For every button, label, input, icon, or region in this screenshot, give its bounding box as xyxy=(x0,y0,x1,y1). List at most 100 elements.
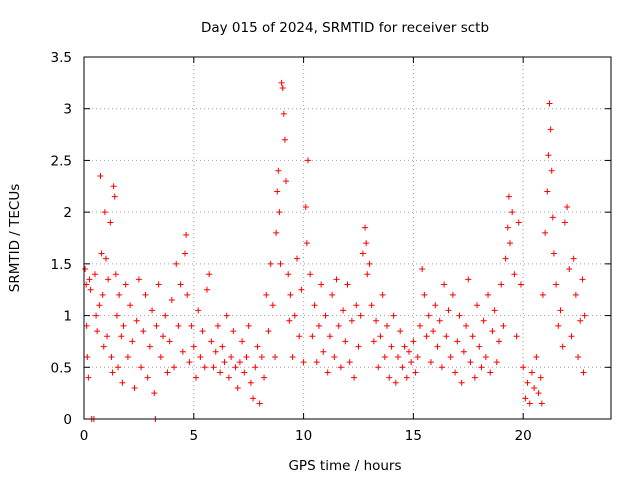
data-point xyxy=(101,209,108,216)
data-point xyxy=(124,353,131,360)
y-tick-label: 1.5 xyxy=(51,257,72,273)
y-tick-label: 3 xyxy=(63,102,72,118)
data-point xyxy=(419,266,426,273)
data-point xyxy=(384,322,391,329)
data-point xyxy=(300,359,307,366)
data-point xyxy=(157,353,164,360)
data-point xyxy=(333,276,340,283)
data-point xyxy=(131,384,138,391)
data-point xyxy=(109,369,116,376)
data-point xyxy=(524,379,531,386)
data-point xyxy=(561,219,568,226)
data-point xyxy=(96,302,103,309)
data-point xyxy=(122,281,129,288)
chart-title: Day 015 of 2024, SRMTID for receiver sct… xyxy=(201,20,489,36)
data-point xyxy=(84,353,91,360)
data-point xyxy=(485,291,492,298)
data-point xyxy=(272,353,279,360)
data-point xyxy=(86,276,93,283)
data-point xyxy=(506,240,513,247)
data-point xyxy=(434,343,441,350)
data-point xyxy=(149,307,156,314)
data-point xyxy=(401,343,408,350)
y-tick-label: 2 xyxy=(63,205,72,221)
y-tick-label: 0 xyxy=(63,412,72,428)
data-point xyxy=(256,400,263,407)
data-point xyxy=(566,266,573,273)
data-point xyxy=(303,240,310,247)
data-point xyxy=(221,359,228,366)
x-tick-label: 5 xyxy=(189,428,198,444)
data-point xyxy=(348,317,355,324)
data-point xyxy=(405,348,412,355)
data-point xyxy=(445,307,452,314)
x-axis-label: GPS time / hours xyxy=(288,458,401,474)
data-point xyxy=(502,255,509,262)
y-tick-label: 0.5 xyxy=(51,360,72,376)
data-point xyxy=(324,369,331,376)
data-point xyxy=(82,266,89,273)
data-point xyxy=(395,353,402,360)
data-point xyxy=(517,281,524,288)
data-point xyxy=(337,364,344,371)
data-point xyxy=(581,312,588,319)
x-tick-label: 0 xyxy=(80,428,89,444)
data-point xyxy=(549,214,556,221)
data-point xyxy=(572,291,579,298)
data-point xyxy=(258,353,265,360)
data-point xyxy=(489,328,496,335)
data-point xyxy=(456,312,463,319)
data-point xyxy=(206,271,213,278)
data-point xyxy=(416,322,423,329)
data-point xyxy=(528,369,535,376)
data-point xyxy=(151,390,158,397)
data-point xyxy=(513,333,520,340)
data-point xyxy=(250,395,257,402)
data-point xyxy=(537,374,544,381)
data-point xyxy=(287,291,294,298)
data-point xyxy=(309,333,316,340)
data-point xyxy=(99,291,106,298)
data-point xyxy=(182,250,189,257)
data-point xyxy=(390,312,397,319)
data-point xyxy=(580,369,587,376)
data-points xyxy=(82,79,588,422)
data-point xyxy=(326,333,333,340)
data-point xyxy=(526,400,533,407)
data-point xyxy=(164,369,171,376)
data-point xyxy=(493,359,500,366)
data-point xyxy=(403,374,410,381)
data-point xyxy=(436,317,443,324)
data-point xyxy=(474,302,481,309)
data-point xyxy=(397,328,404,335)
data-point xyxy=(214,322,221,329)
data-point xyxy=(564,203,571,210)
data-point xyxy=(138,364,145,371)
data-point xyxy=(212,348,219,355)
data-point xyxy=(166,338,173,345)
data-point xyxy=(179,348,186,355)
data-point xyxy=(505,193,512,200)
y-tick-label: 3.5 xyxy=(51,50,72,66)
data-point xyxy=(85,374,92,381)
data-point xyxy=(550,250,557,257)
data-point xyxy=(160,333,167,340)
data-point xyxy=(399,364,406,371)
data-point xyxy=(363,240,370,247)
data-point xyxy=(112,271,119,278)
data-point xyxy=(100,343,107,350)
data-point xyxy=(410,338,417,345)
data-point xyxy=(465,276,472,283)
data-point xyxy=(555,322,562,329)
data-point xyxy=(438,364,445,371)
data-point xyxy=(190,343,197,350)
data-point xyxy=(239,338,246,345)
data-point xyxy=(162,312,169,319)
data-point xyxy=(482,353,489,360)
data-point xyxy=(230,328,237,335)
data-point xyxy=(304,157,311,164)
data-point xyxy=(544,188,551,195)
data-point xyxy=(289,353,296,360)
data-point xyxy=(531,384,538,391)
